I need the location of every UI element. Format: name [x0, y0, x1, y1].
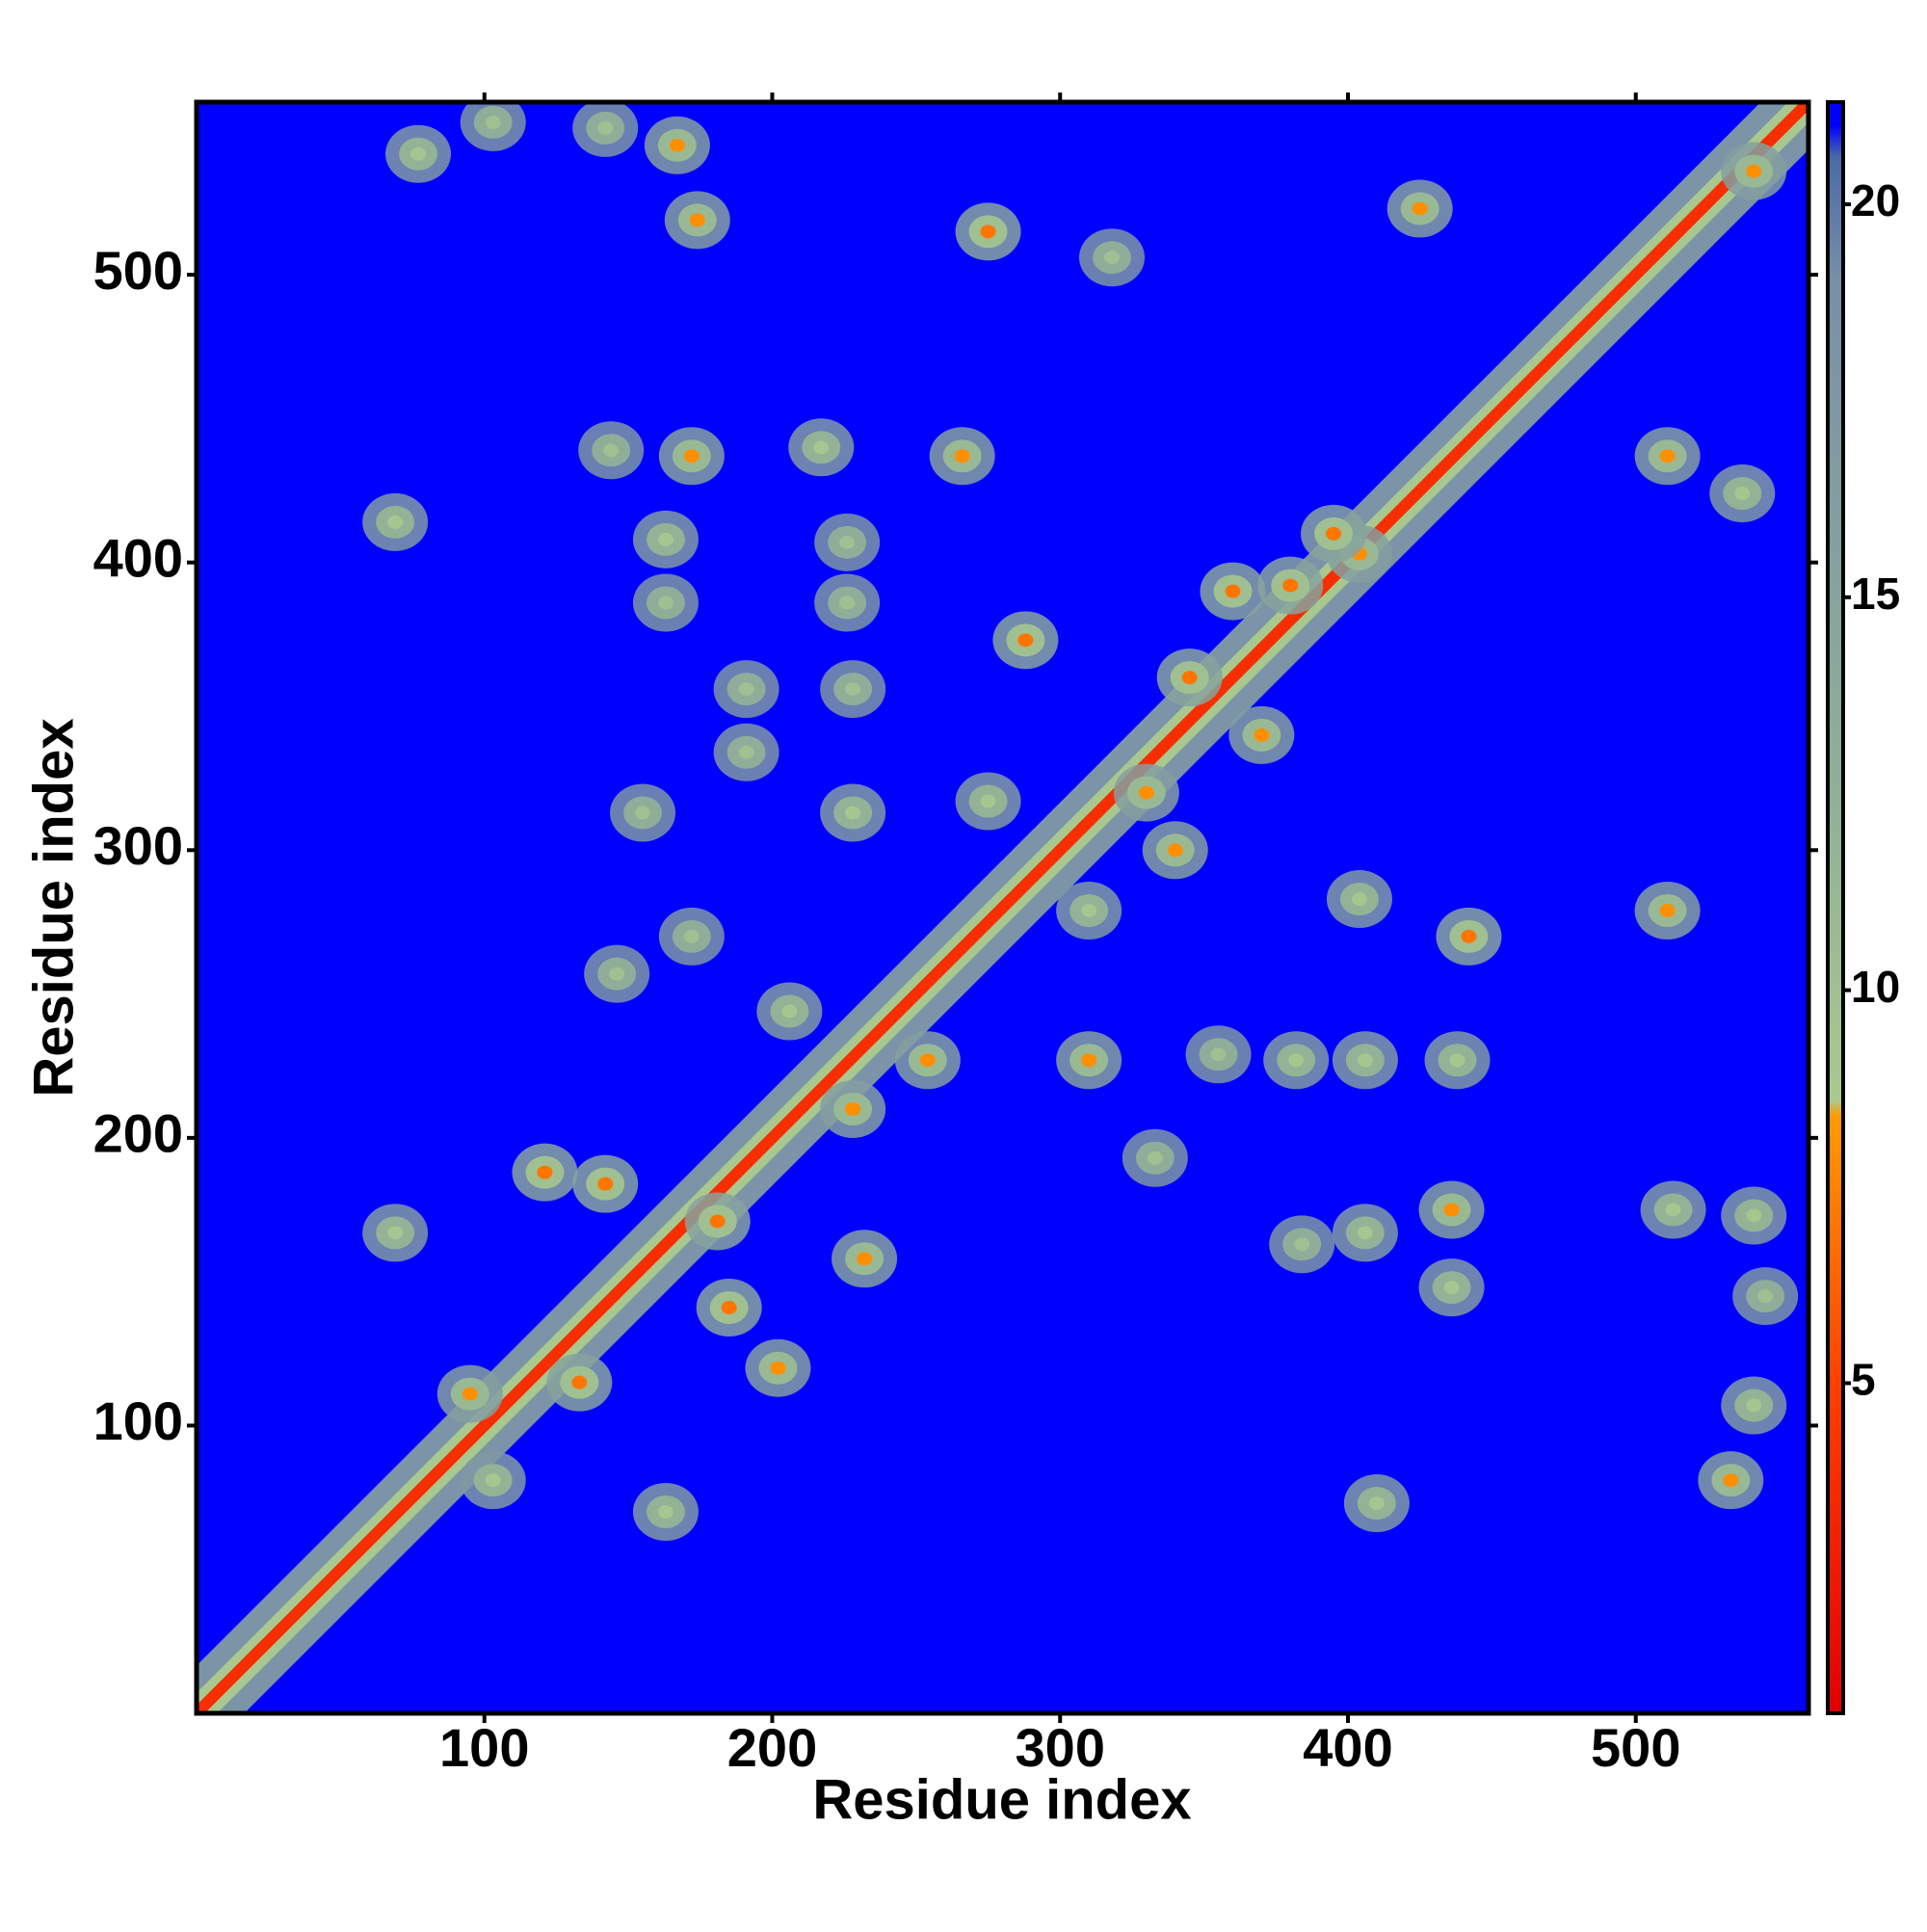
contact — [1412, 201, 1428, 216]
contact — [954, 449, 970, 463]
contact — [1461, 929, 1477, 943]
contact — [1443, 1203, 1460, 1217]
contact — [387, 1226, 404, 1240]
contact — [1326, 526, 1342, 541]
diagonal — [197, 102, 1808, 1713]
contact — [1746, 1398, 1762, 1413]
contact — [462, 1387, 478, 1401]
contact — [571, 1375, 588, 1389]
contact — [1138, 785, 1154, 800]
y-tick-label: 200 — [93, 1103, 183, 1164]
contact — [1081, 1053, 1097, 1068]
contact — [1357, 1053, 1373, 1068]
contact — [1659, 449, 1676, 463]
contact — [1665, 1203, 1681, 1217]
contact — [485, 1473, 501, 1488]
contact — [1210, 1047, 1227, 1062]
contact — [597, 120, 614, 135]
contact — [839, 535, 856, 549]
contact — [537, 1165, 553, 1179]
x-tick-label: 100 — [439, 1717, 529, 1778]
x-axis-title: Residue index — [812, 1768, 1191, 1831]
contact — [813, 440, 830, 455]
contact — [1357, 1226, 1373, 1240]
contact — [1746, 1208, 1762, 1223]
y-tick-label: 300 — [93, 815, 183, 876]
contact — [845, 1102, 861, 1116]
contact — [1723, 1473, 1739, 1488]
contact — [635, 806, 651, 820]
contact — [1746, 164, 1762, 178]
colorbar-tick-label: 5 — [1851, 1355, 1876, 1405]
contact — [857, 1252, 873, 1266]
contact — [657, 532, 673, 546]
contact — [1225, 584, 1241, 598]
colorbar-tick-label: 20 — [1851, 175, 1900, 225]
contact — [781, 1004, 798, 1019]
contact — [839, 595, 856, 610]
contact — [410, 146, 427, 161]
contact — [980, 794, 996, 808]
contact — [683, 449, 700, 463]
contact — [1282, 578, 1299, 593]
y-tick-label: 400 — [93, 528, 183, 589]
contact — [1254, 728, 1270, 742]
contact — [1449, 1053, 1465, 1068]
contact — [1294, 1237, 1310, 1252]
contact — [669, 138, 685, 152]
colorbar-tick-label: 10 — [1851, 962, 1900, 1012]
contact — [1288, 1053, 1305, 1068]
x-tick-label: 500 — [1591, 1717, 1680, 1778]
contact — [721, 1301, 737, 1315]
contact — [683, 929, 700, 943]
contact — [845, 806, 861, 820]
y-tick-label: 500 — [93, 240, 183, 301]
contact — [657, 1505, 673, 1519]
contact — [1081, 903, 1097, 917]
contact — [1659, 903, 1676, 917]
y-tick-label: 100 — [93, 1390, 183, 1451]
contact — [1757, 1289, 1774, 1304]
y-axis-title: Residue index — [22, 718, 85, 1097]
contact — [1181, 671, 1198, 685]
x-tick-label: 400 — [1303, 1717, 1392, 1778]
contact — [1368, 1496, 1385, 1511]
contact — [609, 966, 625, 981]
x-tick-label: 300 — [1016, 1717, 1105, 1778]
contact — [845, 682, 861, 697]
contact — [387, 515, 404, 529]
contact — [485, 115, 501, 129]
colorbar — [1826, 100, 1845, 1715]
x-tick-label: 200 — [727, 1717, 817, 1778]
contact — [597, 1177, 614, 1191]
contact — [1104, 251, 1121, 265]
contact — [1147, 1151, 1163, 1165]
contact — [657, 595, 673, 610]
contact — [1017, 633, 1034, 648]
contact — [1443, 1281, 1460, 1295]
contact — [1351, 892, 1367, 907]
plot-area — [197, 102, 1808, 1713]
colorbar-tick-label: 15 — [1851, 569, 1900, 619]
plot-frame — [194, 99, 1811, 1716]
contact — [980, 225, 996, 239]
contact — [770, 1361, 786, 1375]
contact — [1734, 487, 1751, 501]
contact — [689, 213, 705, 227]
contact — [738, 682, 754, 697]
contact — [738, 745, 754, 759]
contact — [1167, 843, 1183, 858]
contact — [709, 1214, 726, 1229]
contact — [603, 443, 620, 458]
contact — [919, 1053, 936, 1068]
